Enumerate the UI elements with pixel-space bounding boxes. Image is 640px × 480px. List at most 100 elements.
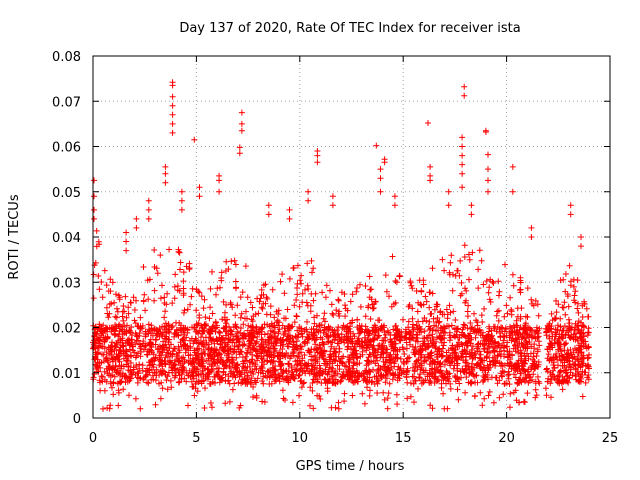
scatter-point — [485, 151, 491, 158]
x-tick-labels: 0 5 10 15 20 25 — [89, 431, 618, 446]
scatter-point — [91, 206, 97, 213]
scatter-point — [305, 197, 312, 204]
spike-cluster — [377, 166, 384, 195]
spike-cluster — [485, 151, 491, 195]
spike-cluster — [427, 163, 434, 184]
scatter-point — [427, 163, 434, 170]
y-tick-label: 0.04 — [52, 231, 81, 246]
scatter-point — [567, 202, 574, 209]
scatter-point — [445, 202, 452, 209]
scatter-point — [468, 211, 475, 218]
scatter-point — [485, 177, 491, 184]
scatter-point — [314, 152, 321, 159]
scatter-point — [578, 234, 584, 240]
scatter-point — [265, 202, 272, 209]
scatter-point — [265, 211, 272, 218]
scatter-point — [468, 202, 475, 209]
spike-cluster — [169, 79, 176, 136]
scatter-point — [286, 206, 293, 213]
spike-cluster — [425, 120, 431, 126]
scatter-point — [377, 175, 384, 182]
scatter-point — [238, 127, 245, 134]
y-tick-label: 0.07 — [52, 95, 81, 110]
scatter-point — [178, 188, 185, 195]
scatter-point — [169, 93, 176, 100]
y-tick-label: 0 — [73, 412, 81, 427]
y-tick-label: 0.01 — [52, 367, 81, 382]
scatter-point — [178, 197, 185, 204]
spike-cluster — [578, 234, 584, 250]
scatter-point — [238, 109, 245, 116]
y-tick-labels: 0 0.01 0.02 0.03 0.04 0.05 0.06 0.07 0.08 — [52, 50, 81, 427]
scatter-point — [391, 193, 398, 200]
x-tick-label: 25 — [602, 431, 619, 446]
scatter-point — [528, 234, 535, 240]
spike-cluster — [373, 142, 380, 149]
x-tick-label: 5 — [192, 431, 200, 446]
scatter-point — [162, 170, 169, 177]
spike-cluster — [133, 215, 140, 231]
scatter-point — [445, 188, 452, 195]
scatter-point — [123, 238, 130, 245]
spike-cluster — [445, 188, 452, 209]
y-tick-label: 0.06 — [52, 141, 81, 156]
scatter-point — [133, 215, 140, 222]
spike-cluster — [528, 224, 535, 240]
spike-cluster — [238, 109, 245, 134]
scatter-point — [373, 142, 380, 149]
scatter-point — [91, 193, 97, 200]
scatter-points-band — [90, 227, 592, 412]
scatter-point — [509, 188, 516, 195]
scatter-point — [377, 166, 384, 173]
points-layer — [90, 79, 592, 412]
scatter-point — [238, 120, 245, 127]
scatter-point — [133, 224, 140, 231]
spike-cluster — [145, 197, 152, 222]
scatter-point — [459, 170, 466, 177]
chart-title: Day 137 of 2020, Rate Of TEC Index for r… — [179, 21, 520, 36]
scatter-point — [169, 120, 176, 127]
scatter-point — [169, 102, 176, 109]
scatter-point — [305, 188, 312, 195]
y-tick-label: 0.08 — [52, 50, 81, 65]
scatter-point — [216, 188, 223, 195]
scatter-point — [329, 202, 336, 209]
spike-cluster — [509, 163, 516, 195]
scatter-point — [425, 120, 431, 126]
scatter-point — [169, 111, 176, 118]
scatter-point — [145, 197, 152, 204]
spike-cluster — [329, 193, 336, 209]
spike-cluster — [191, 136, 198, 143]
scatter-point — [162, 163, 169, 170]
scatter-point — [459, 134, 466, 141]
scatter-point — [145, 215, 152, 222]
spike-cluster — [123, 229, 130, 254]
grid-layer — [93, 56, 610, 418]
ticks-layer — [92, 55, 611, 419]
spike-cluster — [482, 127, 489, 135]
scatter-point — [377, 188, 384, 195]
scatter-point — [459, 143, 466, 150]
spike-cluster — [196, 184, 203, 200]
spike-cluster — [265, 202, 272, 218]
scatter-point — [329, 193, 336, 200]
spike-cluster — [381, 156, 388, 166]
scatter-point — [528, 224, 535, 231]
scatter-point — [314, 159, 321, 166]
scatter-point — [123, 247, 130, 254]
x-tick-label: 0 — [89, 431, 97, 446]
x-axis-label: GPS time / hours — [296, 459, 405, 474]
scatter-point — [482, 129, 489, 135]
scatter-point — [236, 144, 243, 151]
spike-cluster — [461, 83, 468, 99]
x-tick-label: 15 — [395, 431, 412, 446]
spike-cluster — [459, 134, 466, 191]
scatter-point — [427, 177, 434, 184]
scatter-point — [459, 152, 466, 159]
scatter-point — [178, 206, 185, 213]
scatter-point — [459, 184, 466, 191]
spike-cluster — [468, 202, 475, 218]
y-tick-label: 0.03 — [52, 276, 81, 291]
scatter-point — [196, 193, 203, 200]
